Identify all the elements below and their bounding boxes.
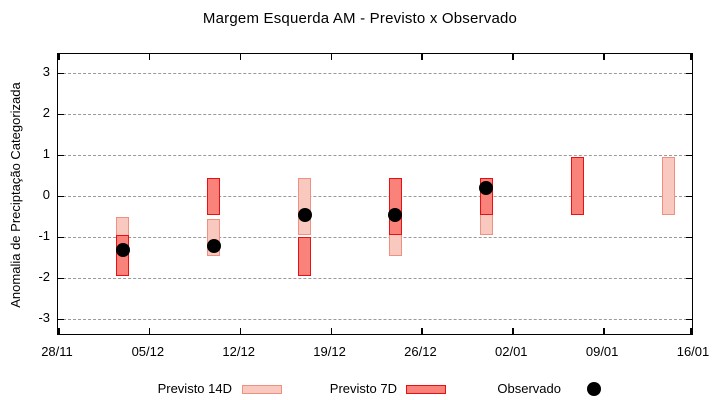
previsto-14d-bar [298,177,312,236]
previsto-7d-bar [298,237,312,277]
x-tick-label: 05/12 [131,344,165,359]
legend-swatch-previsto-14d [242,385,282,394]
y-tick-label: -3 [38,310,50,326]
previsto-14d-bar [661,157,675,215]
y-tick [686,113,692,116]
x-tick [690,328,692,334]
y-tick [686,236,692,239]
gridline [58,196,692,198]
x-tick [603,328,605,334]
plot-area [57,53,693,335]
y-tick-label: -1 [38,228,50,244]
gridline [58,237,692,239]
y-tick [58,318,64,321]
x-tick [58,54,60,60]
y-tick [686,154,692,157]
y-tick [686,318,692,321]
gridline [58,73,692,75]
observado-dot [206,238,221,253]
y-tick [686,195,692,198]
x-tick [148,54,151,60]
y-tick-label: 2 [42,105,50,121]
x-tick [239,328,242,334]
y-tick [58,277,64,280]
x-tick [148,328,151,334]
observado-dot [115,242,130,257]
previsto-7d-bar [570,157,584,215]
x-tick-label: 16/01 [676,344,710,359]
y-tick-label: 3 [42,64,50,80]
x-tick [421,328,423,334]
x-tick [512,328,514,334]
observado-dot [479,181,494,196]
x-tick-label: 28/11 [41,344,73,359]
y-tick [686,72,692,75]
x-tick [603,54,605,60]
x-tick-label: 19/12 [313,344,346,359]
legend-swatch-previsto-7d [406,385,446,394]
x-tick-label: 02/01 [495,344,528,359]
x-tick [330,328,333,334]
previsto-7d-bar [388,177,402,236]
x-tick [239,54,242,60]
x-tick-label: 26/12 [404,344,437,359]
x-tick [58,328,60,334]
gridline [58,155,692,157]
legend-label-observado: Observado [497,381,561,396]
previsto-7d-bar [207,177,221,215]
x-tick [330,54,333,60]
legend-dot-observado [587,382,601,396]
x-tick-label: 12/12 [222,344,255,359]
observado-dot [388,207,403,222]
legend-label-previsto-14d: Previsto 14D [157,381,232,396]
x-tick [690,54,692,60]
y-tick [58,113,64,116]
y-tick-label: 1 [42,146,50,162]
y-tick [58,72,64,75]
y-tick [58,154,64,157]
y-tick [686,277,692,280]
chart-title: Margem Esquerda AM - Previsto x Observad… [202,10,518,27]
y-tick-label: -2 [38,269,50,285]
y-tick-label: 0 [42,187,50,203]
x-tick [421,54,423,60]
x-tick-label: 09/01 [585,344,619,359]
y-tick [58,195,64,198]
gridline [58,114,692,116]
x-tick [512,54,514,60]
legend-label-previsto-7d: Previsto 7D [329,381,397,396]
y-tick [58,236,64,239]
observado-dot [297,207,312,222]
gridline [58,278,692,280]
gridline [58,319,692,321]
